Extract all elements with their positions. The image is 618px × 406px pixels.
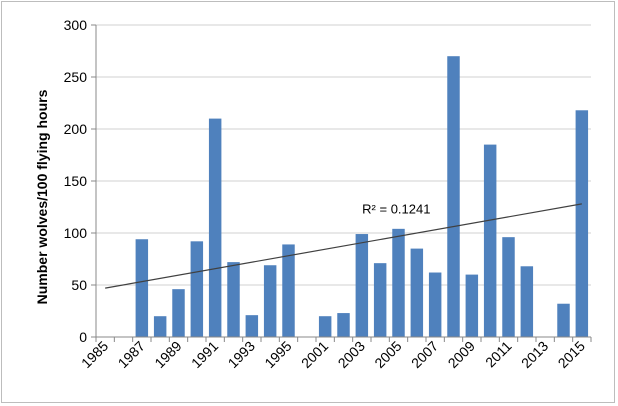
bar-1992 [227, 262, 240, 337]
bar-1989 [172, 289, 185, 337]
x-tick-labels: 1985 1987 1989 1991 1993 1995 2001 2003 2005 2007… [78, 338, 588, 371]
x-tick-label-2005: 2005 [371, 338, 404, 371]
x-tick-label-2009: 2009 [445, 338, 478, 371]
bar-2009 [465, 274, 479, 337]
y-tick-label-250: 250 [64, 69, 88, 85]
trendline-r2-label: R² = 0.1241 [362, 202, 430, 217]
x-tick-label-2011: 2011 [482, 338, 515, 371]
bar-2012 [520, 266, 534, 337]
bar-2007 [428, 272, 442, 337]
bar-1990 [190, 241, 204, 337]
bar-2003 [355, 234, 369, 337]
axes [91, 24, 592, 342]
y-tick-label-200: 200 [64, 121, 88, 137]
x-tick-label-2013: 2013 [518, 338, 551, 371]
x-tick-label-1995: 1995 [261, 338, 294, 371]
y-axis-label: Number wolves/100 flying hours [34, 89, 50, 304]
trendline [105, 203, 582, 289]
bar-1993 [245, 315, 259, 337]
x-tick-label-1987: 1987 [115, 338, 148, 371]
bar-2004 [373, 263, 387, 337]
bar-1994 [263, 265, 277, 337]
trendline-group: R² = 0.1241 [105, 202, 582, 289]
bar-2015 [575, 110, 589, 337]
bar-2002 [337, 313, 350, 337]
bar-2010 [483, 144, 497, 337]
x-tick-label-1993: 1993 [225, 338, 258, 371]
bar-2001 [318, 316, 332, 337]
x-tick-label-2015: 2015 [555, 338, 588, 371]
bar-2014 [557, 303, 570, 337]
y-tick-label-0: 0 [79, 329, 87, 345]
x-tick-label-2003: 2003 [335, 338, 368, 371]
bars [135, 56, 589, 337]
x-tick-label-1991: 1991 [188, 338, 221, 371]
x-tick-label-2007: 2007 [408, 338, 441, 371]
y-tick-label-150: 150 [64, 173, 88, 189]
bar-1995 [282, 244, 295, 337]
y-tick-labels: 0 50 100 150 200 250 300 [64, 17, 88, 345]
bar-2011 [502, 237, 515, 337]
bar-1987 [135, 239, 149, 337]
x-tick-label-2001: 2001 [298, 338, 331, 371]
bar-2008 [447, 56, 460, 337]
y-tick-label-100: 100 [64, 225, 88, 241]
bar-2006 [410, 248, 424, 337]
y-tick-label-50: 50 [71, 277, 87, 293]
bar-1991 [208, 118, 222, 337]
y-tick-label-300: 300 [64, 17, 88, 33]
bar-1988 [153, 316, 167, 337]
bar-2005 [392, 228, 405, 337]
x-tick-label-1989: 1989 [151, 338, 184, 371]
